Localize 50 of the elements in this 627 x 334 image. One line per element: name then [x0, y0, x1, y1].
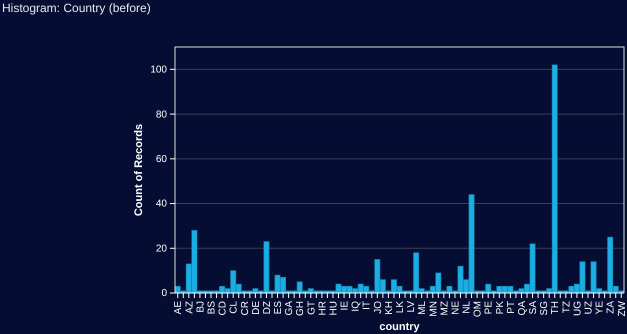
x-tick-label: TZ [561, 301, 572, 314]
x-tick-label: AZ [184, 301, 196, 314]
y-tick-label: 60 [156, 154, 168, 166]
x-tick-label: ZA [606, 300, 617, 314]
x-tick-label: UZ [583, 301, 594, 314]
x-axis-title: country [379, 321, 421, 333]
y-axis-title: Count of Records [133, 124, 145, 216]
x-tick-label: PT [506, 301, 517, 314]
x-tick-label: TH [550, 301, 562, 314]
text: Histogram: Country (before) [2, 1, 151, 15]
x-tick-label: GH [295, 301, 306, 316]
x-tick-label: UG [572, 300, 584, 316]
x-tick-label: ML [417, 300, 428, 315]
x-tick-label: BS [206, 300, 218, 314]
x-tick-label: PE [484, 300, 495, 314]
x-tick-label: PK [494, 300, 506, 314]
x-tick-label: CL [228, 300, 240, 314]
y-tick-label: 20 [156, 243, 168, 254]
x-tick-label: NE [450, 300, 462, 315]
y-tick-label: 40 [156, 198, 168, 210]
x-tick-label: CD [218, 301, 229, 316]
y-tick-label: 80 [156, 109, 168, 120]
x-tick-label: OM [472, 301, 484, 318]
x-tick-label: QA [516, 300, 528, 316]
x-tick-label: DE [250, 300, 262, 315]
x-tick-label: DZ [262, 301, 273, 314]
y-tick-label: 0 [161, 288, 168, 300]
x-tick-label: AE [173, 300, 184, 314]
x-tick-label: LV [406, 300, 418, 312]
x-tick-label: HR [317, 301, 328, 316]
x-tick-label: GA [284, 300, 296, 316]
x-tick-label: ZW [616, 300, 627, 317]
x-tick-label: IQ [350, 300, 362, 312]
x-tick-label: CR [240, 301, 251, 316]
x-tick-label: HU [328, 301, 340, 316]
x-tick-label: SG [539, 300, 550, 316]
x-tick-label: SA [528, 300, 540, 314]
y-tick-label: 100 [150, 64, 168, 76]
x-tick-label: GT [306, 301, 318, 315]
x-tick-label: ES [273, 300, 284, 314]
x-tick-label: KH [384, 301, 395, 315]
x-tick-label: JO [372, 300, 384, 314]
x-tick-label: YE [594, 300, 606, 314]
x-tick-label: MN [428, 301, 440, 317]
x-tick-label: NL [462, 300, 473, 314]
x-tick-label: IT [362, 301, 373, 310]
x-tick-label: MZ [439, 301, 450, 316]
x-tick-label: BJ [195, 301, 206, 313]
x-tick-label: IE [340, 300, 351, 310]
x-tick-label: LK [395, 300, 406, 314]
